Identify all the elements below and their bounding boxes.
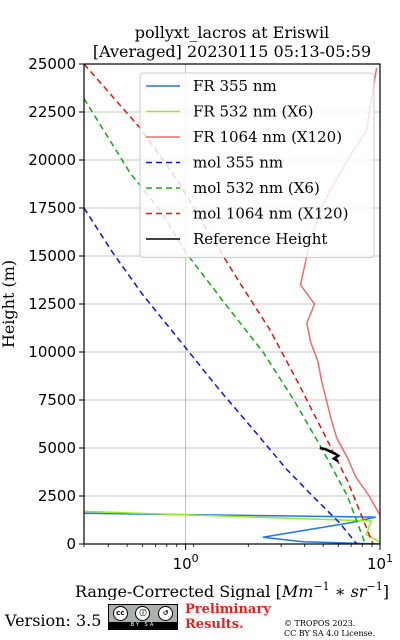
x-tick-base: 10 [173,555,192,573]
y-tick-label: 2500 [38,487,76,505]
series-line-1 [84,510,380,543]
x-axis-label-unit: Mm [281,582,314,600]
legend-label: FR 1064 nm (X120) [193,128,342,146]
copyright-line2: CC BY SA 4.0 License. [284,629,376,638]
copyright-note: © TROPOS 2023. CC BY SA 4.0 License. [284,619,375,639]
cc-license-badge: cc ⓘ ↺ BY SA [108,604,178,630]
x-axis-label-main: Range-Corrected Signal [ [75,582,282,600]
preliminary-line2: Results. [185,617,244,632]
y-tick-label: 12500 [28,295,76,313]
y-tick-label: 22500 [28,103,76,121]
x-axis-label-mid: ∗ sr [330,582,368,600]
preliminary-note: Preliminary Results. [185,602,271,632]
series-line-0 [84,512,380,544]
y-tick-label: 17500 [28,199,76,217]
y-tick-label: 0 [66,535,76,553]
x-tick-exponent: 1 [386,552,393,565]
y-tick-label: 5000 [38,439,76,457]
legend-box [139,72,375,258]
legend-label: FR 355 nm [193,77,277,95]
y-tick-label: 20000 [28,151,76,169]
series-line-6 [319,446,341,463]
chart-title-line1: pollyxt_lacros at Eriswil [135,23,329,42]
y-tick-label: 10000 [28,343,76,361]
preliminary-line1: Preliminary [185,602,271,617]
version-label: Version: 3.5 [5,611,102,630]
legend: FR 355 nm FR 532 nm (X6) FR 1064 nm (X120)… [139,72,375,258]
legend-label: mol 355 nm [193,154,283,172]
y-axis-label: Height (m) [0,260,18,348]
x-tick-label: 100 [173,552,199,573]
x-axis-label-exp1: −1 [313,580,329,593]
y-tick-label: 15000 [28,247,76,265]
legend-label: mol 532 nm (X6) [193,179,320,197]
by-icon: ⓘ [135,606,151,621]
cc-badge-label: BY SA [109,622,177,629]
legend-label: Reference Height [193,230,327,248]
y-tick-label: 7500 [38,391,76,409]
cc-icon: cc [112,606,128,621]
legend-label: FR 532 nm (X6) [193,103,313,121]
legend-label: mol 1064 nm (X120) [193,205,348,223]
chart-title-line2: [Averaged] 20230115 05:13-05:59 [93,42,371,61]
x-tick-exponent: 0 [192,552,199,565]
x-tick-label: 101 [367,552,393,573]
x-axis-label: Range-Corrected Signal [Mm−1 ∗ sr−1] [75,580,389,600]
sa-icon: ↺ [158,606,174,621]
series-line-5 [84,64,374,544]
x-axis-label-close: ] [383,582,389,600]
series-line-3 [84,207,358,544]
y-tick-label: 25000 [28,55,76,73]
chart: pollyxt_lacros at Eriswil [Averaged] 202… [0,23,393,600]
axis-ticks: 0 2500 5000 7500 10000 12500 15000 17500 20000 22… [28,55,393,573]
copyright-line1: © TROPOS 2023. [284,619,356,628]
x-axis-label-exp2: −1 [367,580,383,593]
x-tick-base: 10 [367,555,386,573]
